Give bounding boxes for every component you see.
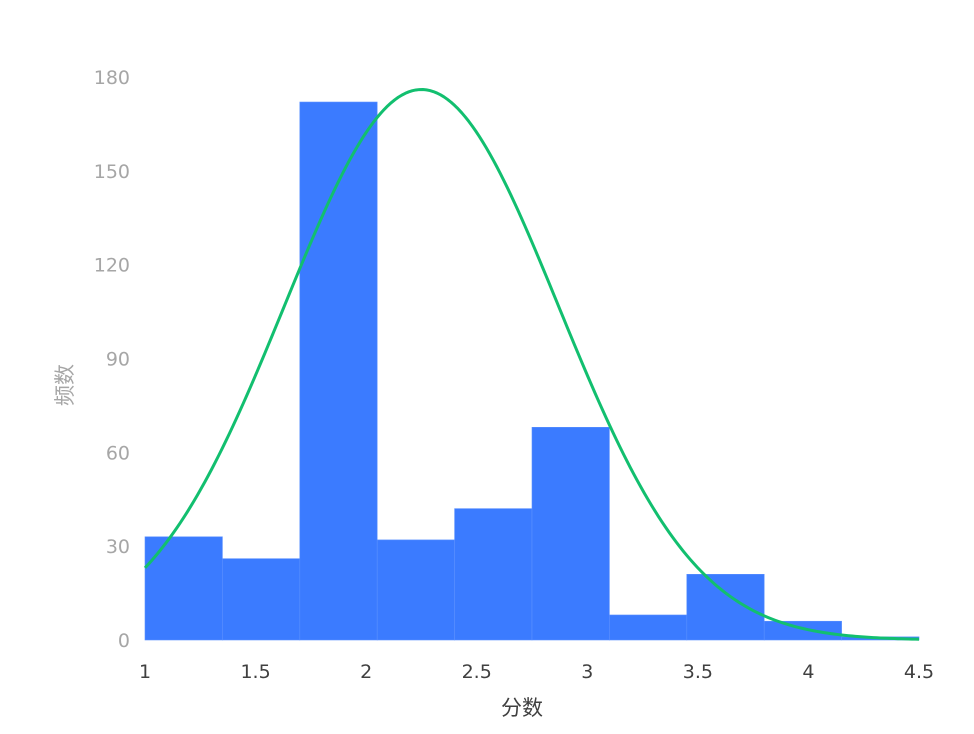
histogram-bar: [222, 558, 301, 641]
y-tick-label: 0: [118, 630, 130, 652]
x-tick-label: 2.5: [462, 661, 492, 683]
x-tick-label: 2: [360, 661, 372, 683]
x-tick-label: 4.5: [904, 661, 934, 683]
histogram-bar: [763, 620, 842, 641]
histogram-bar: [454, 508, 533, 641]
y-tick-label: 30: [106, 536, 130, 558]
y-tick-label: 60: [106, 442, 130, 464]
y-axis-title: 频数: [53, 364, 77, 406]
x-tick-label: 3.5: [683, 661, 713, 683]
histogram-bar: [531, 427, 610, 641]
histogram-bar: [376, 539, 455, 641]
histogram-bar: [299, 101, 378, 641]
bars-layer: [144, 101, 920, 641]
histogram-bar: [144, 536, 223, 641]
x-tick-label: 1: [139, 661, 151, 683]
y-tick-label: 150: [94, 161, 130, 183]
y-axis-ticks: 0 30 60 90 120 150 180: [94, 67, 130, 652]
x-tick-label: 4: [802, 661, 814, 683]
y-tick-label: 180: [94, 67, 130, 89]
density-curve: [143, 88, 920, 641]
y-tick-label: 120: [94, 255, 130, 277]
curve-layer: [143, 88, 920, 641]
x-axis-title: 分数: [501, 696, 543, 720]
histogram-bar: [609, 614, 688, 641]
x-tick-label: 3: [581, 661, 593, 683]
x-axis-ticks: 1 1.5 2 2.5 3 3.5 4 4.5: [139, 661, 934, 683]
x-tick-label: 1.5: [240, 661, 270, 683]
y-tick-label: 90: [106, 349, 130, 371]
histogram-bar: [686, 574, 765, 641]
